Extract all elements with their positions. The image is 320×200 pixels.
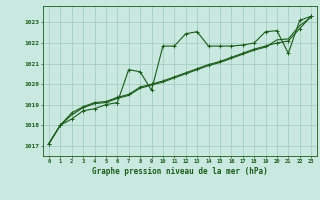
X-axis label: Graphe pression niveau de la mer (hPa): Graphe pression niveau de la mer (hPa)	[92, 167, 268, 176]
